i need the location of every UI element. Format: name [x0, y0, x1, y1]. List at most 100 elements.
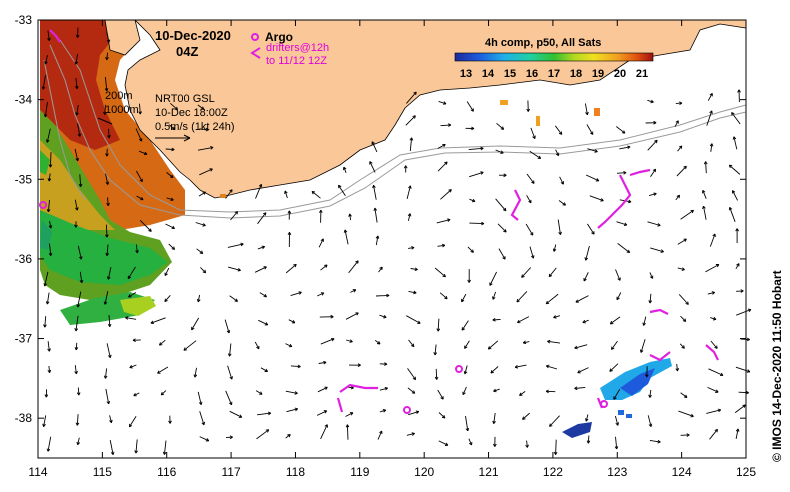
current-arrow-head: [199, 250, 204, 254]
current-arrow: [139, 103, 141, 115]
current-arrow-head: [331, 337, 335, 342]
current-arrow-head: [205, 127, 209, 132]
current-arrow: [290, 365, 301, 368]
current-arrow-head: [714, 428, 718, 433]
current-arrow: [338, 184, 346, 196]
current-arrow: [647, 415, 652, 427]
current-arrow: [706, 110, 713, 126]
current-arrow-head: [574, 345, 578, 350]
current-arrow: [466, 101, 474, 112]
current-arrow: [526, 440, 528, 448]
current-arrow-head: [595, 178, 600, 182]
current-arrow-head: [227, 353, 232, 357]
current-arrow: [105, 388, 110, 404]
current-arrow-head: [500, 150, 504, 154]
current-arrow-head: [660, 249, 664, 253]
current-arrow-head: [584, 257, 589, 261]
current-arrow-head: [746, 369, 751, 373]
current-arrow: [75, 315, 79, 332]
current-arrow-head: [205, 438, 210, 442]
current-arrow: [616, 172, 627, 174]
current-arrow-head: [293, 263, 297, 268]
current-arrow-head: [264, 322, 269, 326]
current-arrow: [318, 361, 327, 364]
current-arrow: [677, 267, 685, 271]
current-arrow: [47, 341, 50, 352]
current-arrow: [609, 363, 619, 372]
current-arrow: [43, 415, 47, 427]
current-arrow-head: [229, 435, 233, 440]
current-arrow: [230, 211, 238, 221]
current-arrow: [708, 368, 724, 376]
current-arrow: [437, 244, 445, 247]
current-arrow: [199, 436, 209, 442]
current-arrow: [378, 266, 383, 273]
current-arrow-head: [502, 256, 506, 260]
current-arrow-head: [138, 111, 143, 115]
current-arrow-head: [319, 209, 323, 213]
current-arrow-head: [133, 392, 137, 397]
current-arrow-head: [701, 189, 706, 194]
current-arrow-head: [134, 450, 138, 454]
x-tick-label: 121: [479, 465, 499, 479]
current-arrow: [523, 341, 530, 344]
current-arrow-head: [157, 370, 161, 374]
current-arrow: [183, 340, 197, 351]
current-arrow: [47, 436, 52, 452]
current-arrow: [285, 263, 297, 274]
current-arrow: [465, 415, 469, 431]
current-arrow: [439, 292, 448, 300]
current-arrow: [587, 148, 598, 153]
current-arrow-head: [135, 250, 139, 254]
current-arrow-head: [229, 189, 233, 193]
current-arrow-head: [434, 376, 439, 380]
current-arrow: [462, 386, 467, 395]
current-arrow-head: [320, 238, 324, 242]
current-arrow: [258, 319, 268, 326]
current-arrow: [345, 412, 354, 417]
current-arrow-head: [76, 441, 81, 446]
current-arrow: [348, 260, 359, 274]
current-arrow: [199, 168, 213, 176]
current-arrow-head: [609, 368, 613, 372]
current-arrow-head: [623, 170, 627, 175]
current-arrow: [225, 436, 233, 439]
current-arrow-head: [545, 300, 550, 305]
current-arrow: [406, 185, 411, 200]
current-arrow-head: [650, 99, 654, 104]
current-arrow-head: [703, 161, 708, 165]
current-arrow: [75, 53, 79, 65]
current-arrow-head: [521, 274, 525, 278]
current-arrow: [647, 99, 654, 103]
sst-speckles: [220, 100, 600, 198]
current-arrow: [106, 343, 111, 358]
current-arrow-head: [530, 232, 534, 236]
current-arrow-head: [263, 266, 267, 270]
current-arrow-head: [444, 442, 449, 446]
argo-legend-icon: [251, 33, 259, 41]
current-arrow-head: [675, 368, 680, 372]
current-arrow: [373, 185, 377, 200]
current-arrow-head: [138, 138, 143, 142]
current-arrow-head: [379, 430, 383, 434]
current-arrow-head: [653, 120, 657, 125]
current-arrow-head: [440, 396, 444, 400]
current-arrow-head: [611, 346, 615, 350]
current-arrow-head: [742, 404, 746, 408]
current-arrow: [196, 248, 204, 254]
x-tick-label: 124: [672, 465, 692, 479]
current-arrow-head: [148, 228, 152, 232]
current-arrow-head: [160, 391, 165, 396]
current-arrow-head: [78, 183, 83, 187]
current-arrow-head: [444, 161, 448, 165]
current-arrow-head: [44, 394, 49, 398]
current-arrow-head: [502, 207, 507, 212]
current-arrow-head: [76, 304, 80, 308]
x-tick-label: 118: [286, 465, 305, 479]
current-arrow: [44, 54, 48, 65]
current-arrow: [199, 411, 205, 426]
current-arrow: [374, 207, 378, 223]
current-arrow-head: [470, 249, 474, 253]
current-arrow: [438, 440, 449, 446]
current-arrow: [586, 124, 594, 135]
